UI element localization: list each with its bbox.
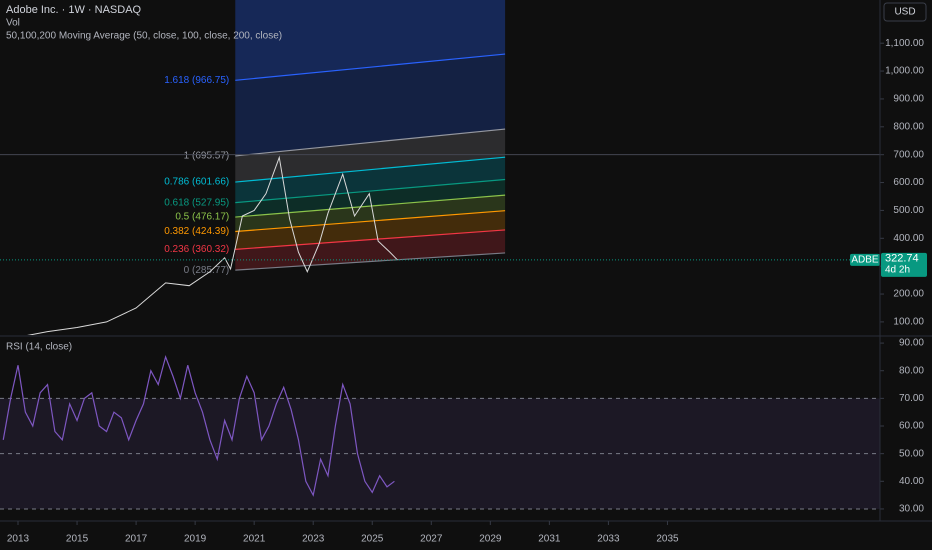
x-tick-label: 2031 bbox=[538, 534, 561, 545]
price-line bbox=[27, 155, 398, 335]
x-tick-label: 2025 bbox=[361, 534, 384, 545]
y-tick-label: 500.00 bbox=[893, 205, 924, 216]
fib-line bbox=[235, 53, 506, 81]
rsi-tick-label: 30.00 bbox=[899, 504, 924, 515]
x-tick-label: 2033 bbox=[597, 534, 620, 545]
rsi-tick-label: 90.00 bbox=[899, 338, 924, 349]
fib-label: 0.382 (424.39) bbox=[164, 226, 229, 237]
symbol-badge bbox=[850, 253, 880, 266]
fib-label: 1.618 (966.75) bbox=[164, 75, 229, 86]
x-tick-label: 2021 bbox=[243, 534, 266, 545]
price-badge-countdown: 4d 2h bbox=[885, 264, 910, 275]
fib-label: 0.618 (527.95) bbox=[164, 197, 229, 208]
symbol-title: Adobe Inc. · 1W · NASDAQ bbox=[6, 4, 142, 16]
rsi-tick-label: 40.00 bbox=[899, 476, 924, 487]
rsi-tick-label: 80.00 bbox=[899, 365, 924, 376]
fib-line bbox=[235, 252, 506, 271]
volume-label: Vol bbox=[6, 18, 20, 29]
y-tick-label: 800.00 bbox=[893, 121, 924, 132]
symbol-badge-label: ADBE bbox=[851, 254, 879, 265]
indicator-label: 50,100,200 Moving Average (50, close, 10… bbox=[6, 31, 282, 42]
x-tick-label: 2017 bbox=[125, 534, 148, 545]
fib-band bbox=[235, 195, 506, 232]
x-tick-label: 2027 bbox=[420, 534, 443, 545]
fib-label: 0.786 (601.66) bbox=[164, 177, 229, 188]
fib-line bbox=[235, 194, 506, 218]
price-badge-value: 322.74 bbox=[885, 253, 919, 265]
fib-label: 0.236 (360.32) bbox=[164, 244, 229, 255]
rsi-line bbox=[2, 354, 395, 497]
y-tick-label: 700.00 bbox=[893, 149, 924, 160]
fib-line bbox=[235, 178, 506, 204]
fib-line bbox=[235, 210, 506, 233]
price-pane: 0 (285.77) 0.236 (360.32) 0.382 (424.39) 0.… bbox=[0, 0, 880, 335]
fib-band bbox=[235, 54, 506, 156]
x-tick-label: 2035 bbox=[656, 534, 679, 545]
rsi-tick-label: 60.00 bbox=[899, 421, 924, 432]
y-tick-label: 600.00 bbox=[893, 177, 924, 188]
rsi-tick-label: 70.00 bbox=[899, 393, 924, 404]
y-tick-label: 900.00 bbox=[893, 94, 924, 105]
fib-line bbox=[235, 156, 506, 183]
rsi-title: RSI (14, close) bbox=[6, 342, 72, 353]
fib-label: 0.5 (476.17) bbox=[175, 212, 229, 223]
x-tick-label: 2013 bbox=[7, 534, 30, 545]
x-tick-label: 2015 bbox=[66, 534, 89, 545]
fib-label: 0 (285.77) bbox=[184, 265, 230, 276]
x-tick-label: 2019 bbox=[184, 534, 207, 545]
y-tick-label: 1,100.00 bbox=[885, 38, 924, 49]
fib-band bbox=[235, 129, 506, 183]
y-tick-label: 1,000.00 bbox=[885, 66, 924, 77]
rsi-pane bbox=[0, 354, 880, 510]
fib-line bbox=[235, 128, 506, 157]
rsi-tick-label: 50.00 bbox=[899, 448, 924, 459]
fib-line bbox=[235, 229, 506, 250]
fib-band bbox=[235, 157, 506, 203]
fib-band bbox=[235, 229, 506, 271]
y-tick-label: 100.00 bbox=[893, 317, 924, 328]
currency-label[interactable]: USD bbox=[894, 7, 915, 18]
currency-button[interactable] bbox=[883, 2, 927, 22]
y-tick-label: 200.00 bbox=[893, 289, 924, 300]
x-tick-label: 2023 bbox=[302, 534, 325, 545]
fib-label: 1 (695.57) bbox=[184, 151, 230, 162]
x-tick-label: 2029 bbox=[479, 534, 502, 545]
price-badge bbox=[881, 252, 927, 277]
y-tick-label: 400.00 bbox=[893, 233, 924, 244]
fib-band bbox=[235, 210, 506, 250]
